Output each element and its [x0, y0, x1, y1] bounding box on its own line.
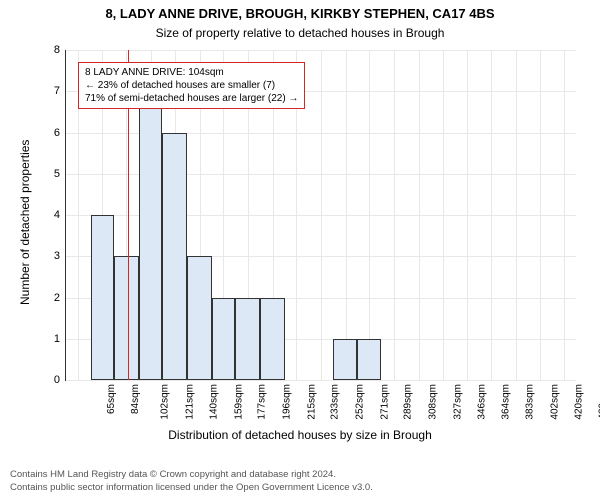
annotation-line: 8 LADY ANNE DRIVE: 104sqm — [85, 66, 298, 79]
histogram-bar — [139, 91, 162, 380]
histogram-bar — [235, 298, 260, 381]
gridline-v — [467, 50, 468, 380]
x-tick-label: 196sqm — [282, 384, 293, 420]
annotation-line: ← 23% of detached houses are smaller (7) — [85, 79, 298, 92]
x-tick-label: 84sqm — [130, 384, 141, 414]
x-tick-label: 289sqm — [403, 384, 414, 420]
footer-line1: Contains HM Land Registry data © Crown c… — [10, 469, 373, 481]
x-tick-label: 65sqm — [106, 384, 117, 414]
y-tick-label: 0 — [54, 374, 60, 386]
gridline-v — [443, 50, 444, 380]
y-tick-label: 4 — [54, 209, 60, 221]
x-tick-label: 121sqm — [184, 384, 195, 420]
x-tick-label: 215sqm — [306, 384, 317, 420]
x-tick-label: 346sqm — [477, 384, 488, 420]
y-tick-label: 7 — [54, 85, 60, 97]
x-tick-label: 308sqm — [427, 384, 438, 420]
gridline-h — [66, 380, 576, 381]
y-tick-label: 6 — [54, 127, 60, 139]
x-tick-label: 420sqm — [573, 384, 584, 420]
gridline-v — [516, 50, 517, 380]
footer-licence: Contains HM Land Registry data © Crown c… — [10, 469, 373, 494]
x-tick-label: 177sqm — [257, 384, 268, 420]
gridline-v — [369, 50, 370, 380]
title-address: 8, LADY ANNE DRIVE, BROUGH, KIRKBY STEPH… — [0, 6, 600, 21]
x-tick-label: 364sqm — [500, 384, 511, 420]
x-tick-label: 327sqm — [452, 384, 463, 420]
gridline-v — [564, 50, 565, 380]
gridline-v — [394, 50, 395, 380]
y-tick-label: 1 — [54, 333, 60, 345]
annotation-box: 8 LADY ANNE DRIVE: 104sqm← 23% of detach… — [78, 62, 305, 109]
title-subtitle: Size of property relative to detached ho… — [0, 26, 600, 40]
gridline-v — [419, 50, 420, 380]
y-tick-label: 8 — [54, 44, 60, 56]
x-tick-label: 159sqm — [234, 384, 245, 420]
x-tick-label: 252sqm — [355, 384, 366, 420]
y-tick-label: 2 — [54, 292, 60, 304]
gridline-v — [491, 50, 492, 380]
gridline-v — [321, 50, 322, 380]
histogram-bar — [333, 339, 358, 380]
histogram-bar — [91, 215, 114, 380]
gridline-v — [346, 50, 347, 380]
x-tick-label: 233sqm — [330, 384, 341, 420]
x-tick-label: 140sqm — [209, 384, 220, 420]
footer-line2: Contains public sector information licen… — [10, 482, 373, 494]
chart-plot-area: 01234567865sqm84sqm102sqm121sqm140sqm159… — [65, 50, 576, 381]
y-tick-label: 3 — [54, 250, 60, 262]
histogram-bar — [212, 298, 235, 381]
histogram-bar — [162, 133, 187, 381]
gridline-v — [540, 50, 541, 380]
histogram-bar — [357, 339, 380, 380]
x-axis-label: Distribution of detached houses by size … — [0, 428, 600, 442]
histogram-bar — [114, 256, 139, 380]
x-tick-label: 102sqm — [159, 384, 170, 420]
y-tick-label: 5 — [54, 168, 60, 180]
histogram-bar — [187, 256, 212, 380]
x-tick-label: 271sqm — [379, 384, 390, 420]
histogram-bar — [260, 298, 285, 381]
y-axis-label: Number of detached properties — [18, 140, 32, 305]
x-tick-label: 402sqm — [550, 384, 561, 420]
x-tick-label: 383sqm — [525, 384, 536, 420]
annotation-line: 71% of semi-detached houses are larger (… — [85, 92, 298, 105]
